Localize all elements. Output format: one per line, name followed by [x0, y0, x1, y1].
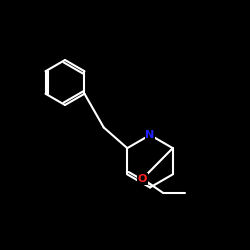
Text: N: N: [146, 130, 154, 140]
Text: O: O: [138, 174, 147, 184]
